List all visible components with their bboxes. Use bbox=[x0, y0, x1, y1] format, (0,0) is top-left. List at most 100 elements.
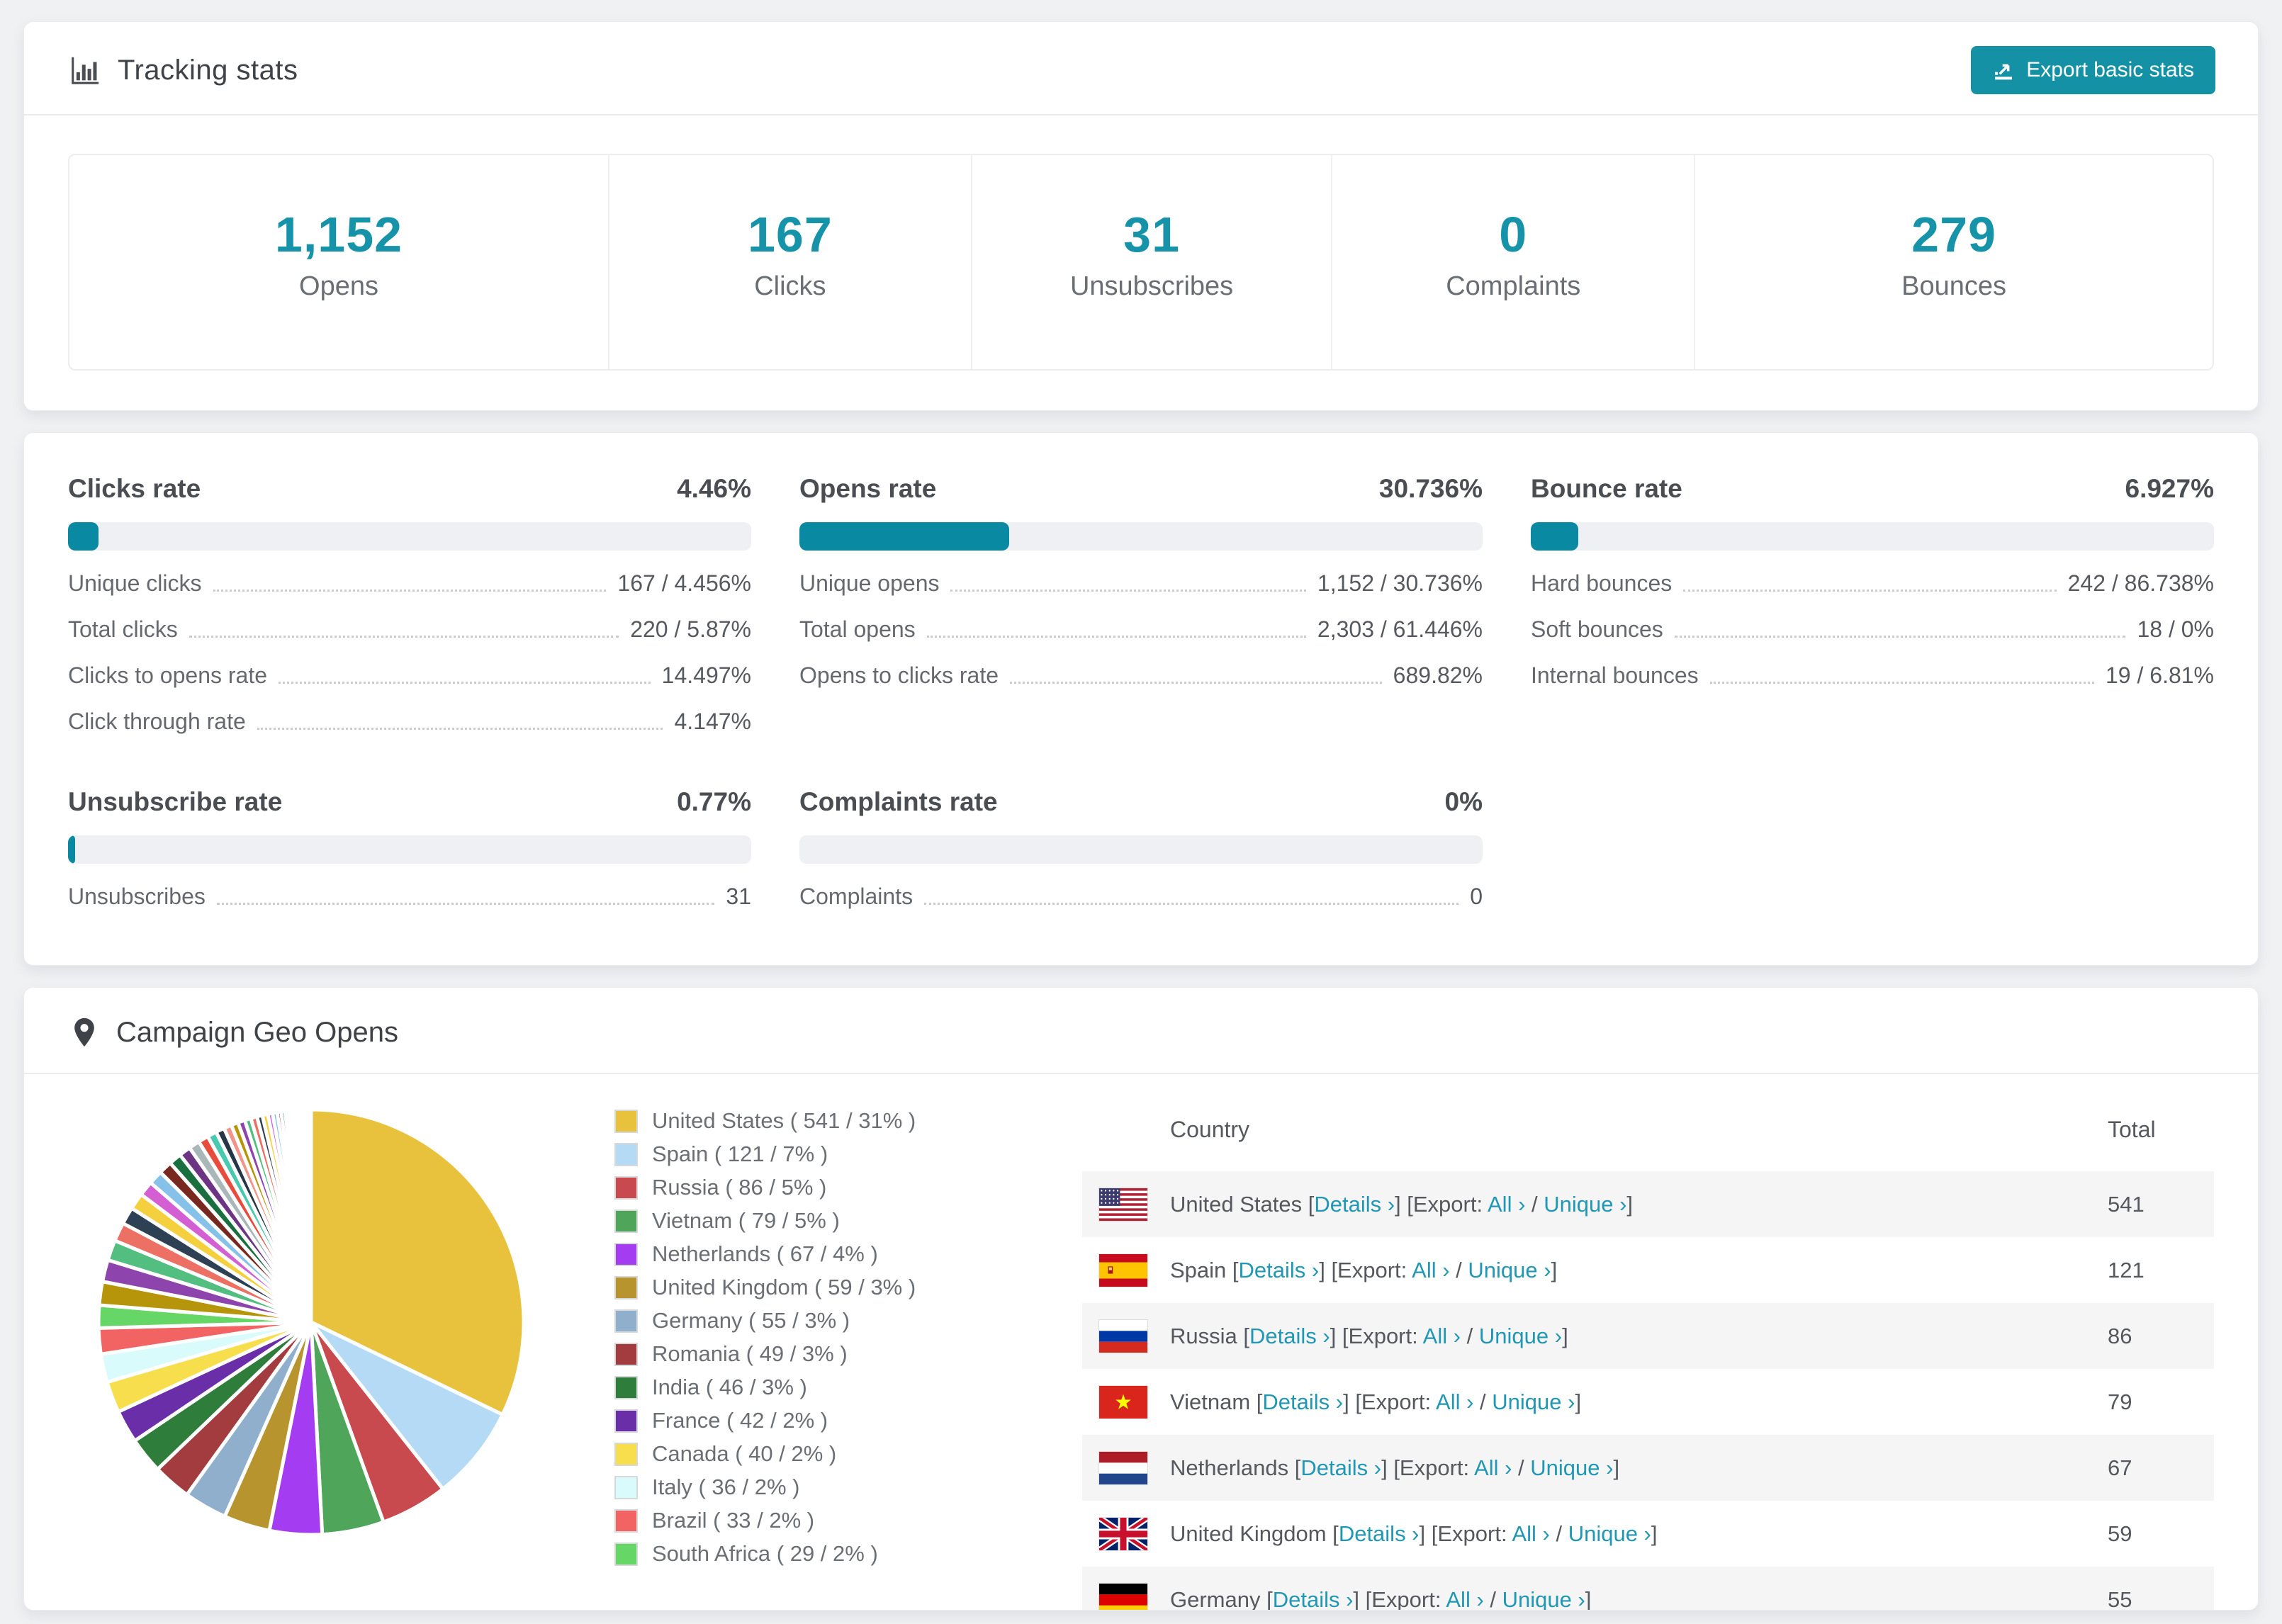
export-unique-link[interactable]: Unique › bbox=[1492, 1389, 1575, 1414]
legend-label: India ( 46 / 3% ) bbox=[652, 1375, 807, 1399]
export-unique-link[interactable]: Unique › bbox=[1530, 1455, 1614, 1480]
pie-legend: United States ( 541 / 31% ) Spain ( 121 /… bbox=[614, 1108, 1040, 1574]
country-cell: Spain [Details ›] [Export: All › / Uniqu… bbox=[1170, 1257, 1558, 1282]
details-link[interactable]: Details › bbox=[1249, 1323, 1330, 1348]
rate-title: Complaints rate bbox=[799, 787, 998, 816]
es-flag-icon bbox=[1099, 1253, 1147, 1287]
details-link[interactable]: Details › bbox=[1272, 1586, 1354, 1611]
rate-row: Opens to clicks rate 689.82% bbox=[799, 662, 1483, 689]
total-cell: 121 bbox=[2108, 1257, 2145, 1282]
legend-swatch bbox=[614, 1142, 638, 1166]
rate-row-value: 4.147% bbox=[674, 709, 751, 734]
legend-swatch bbox=[614, 1175, 638, 1200]
rate-row: Clicks to opens rate 14.497% bbox=[68, 662, 751, 689]
rate-row: Complaints 0 bbox=[799, 884, 1483, 910]
country-cell: Russia [Details ›] [Export: All › / Uniq… bbox=[1170, 1323, 1568, 1348]
export-all-link[interactable]: All › bbox=[1474, 1455, 1512, 1480]
rate-row-label: Unsubscribes bbox=[68, 884, 206, 909]
stat-value: 0 bbox=[1499, 206, 1528, 262]
rate-row-label: Click through rate bbox=[68, 709, 246, 734]
legend-label: Canada ( 40 / 2% ) bbox=[652, 1441, 837, 1466]
export-unique-link[interactable]: Unique › bbox=[1502, 1586, 1585, 1611]
rate-value: 6.927% bbox=[2125, 474, 2215, 503]
rate-row-value: 14.497% bbox=[661, 662, 751, 688]
country-cell: Netherlands [Details ›] [Export: All › /… bbox=[1170, 1455, 1620, 1480]
dotted-leader bbox=[1683, 590, 2057, 592]
total-cell: 55 bbox=[2108, 1586, 2132, 1611]
legend-item-russia: Russia ( 86 / 5% ) bbox=[614, 1175, 1040, 1200]
page-title: Tracking stats bbox=[118, 54, 298, 86]
total-cell: 67 bbox=[2108, 1455, 2132, 1480]
rate-row-label: Unique clicks bbox=[68, 570, 202, 596]
rate-row-label: Opens to clicks rate bbox=[799, 662, 999, 688]
details-link[interactable]: Details › bbox=[1300, 1455, 1382, 1480]
rate-block-unsubscribe-rate: Unsubscribe rate 0.77% Unsubscribes 31 bbox=[68, 787, 751, 910]
rate-row-label: Unique opens bbox=[799, 570, 940, 596]
rate-title: Opens rate bbox=[799, 474, 937, 503]
ru-flag-icon bbox=[1099, 1319, 1147, 1353]
legend-item-united-states: United States ( 541 / 31% ) bbox=[614, 1108, 1040, 1134]
export-unique-link[interactable]: Unique › bbox=[1468, 1257, 1551, 1282]
rate-row-value: 18 / 0% bbox=[2137, 616, 2214, 642]
tracking-stats-header: Tracking stats bbox=[68, 54, 298, 86]
details-link[interactable]: Details › bbox=[1338, 1521, 1420, 1546]
stat-cell-opens: 1,152 Opens bbox=[69, 155, 610, 369]
rate-value: 0% bbox=[1444, 787, 1483, 816]
legend-item-netherlands: Netherlands ( 67 / 4% ) bbox=[614, 1241, 1040, 1267]
details-link[interactable]: Details › bbox=[1314, 1191, 1395, 1217]
geo-table-row-nl: Netherlands [Details ›] [Export: All › /… bbox=[1082, 1435, 2214, 1501]
export-all-link[interactable]: All › bbox=[1422, 1323, 1461, 1348]
export-all-link[interactable]: All › bbox=[1488, 1191, 1526, 1217]
tracking-stats-card: Tracking stats Export basic stats 1,152 O… bbox=[23, 21, 2259, 411]
legend-label: Romania ( 49 / 3% ) bbox=[652, 1341, 848, 1366]
rate-progress-track bbox=[68, 522, 751, 551]
export-unique-link[interactable]: Unique › bbox=[1478, 1323, 1563, 1348]
legend-swatch bbox=[614, 1242, 638, 1266]
de-flag-icon bbox=[1099, 1583, 1147, 1610]
pie-slice-0 bbox=[309, 1107, 526, 1417]
stat-value: 279 bbox=[1911, 206, 1996, 262]
rate-row-value: 31 bbox=[726, 884, 751, 909]
export-all-link[interactable]: All › bbox=[1412, 1257, 1450, 1282]
header-total: Total bbox=[2108, 1117, 2156, 1142]
rate-row-value: 0 bbox=[1470, 884, 1483, 909]
rate-block-bounce-rate: Bounce rate 6.927% Hard bounces 242 / 86.73… bbox=[1531, 474, 2214, 735]
stat-label: Bounces bbox=[1901, 271, 2006, 301]
stat-cell-complaints: 0 Complaints bbox=[1332, 155, 1696, 369]
pie-slice-53 bbox=[308, 1107, 313, 1324]
export-basic-stats-button[interactable]: Export basic stats bbox=[1971, 46, 2215, 94]
export-icon bbox=[1995, 64, 2013, 80]
legend-swatch bbox=[614, 1275, 638, 1299]
geo-table-row-ru: Russia [Details ›] [Export: All › / Uniq… bbox=[1082, 1303, 2214, 1369]
legend-item-italy: Italy ( 36 / 2% ) bbox=[614, 1474, 1040, 1500]
details-link[interactable]: Details › bbox=[1238, 1257, 1320, 1282]
export-all-link[interactable]: All › bbox=[1436, 1389, 1474, 1414]
rate-row: Unique clicks 167 / 4.456% bbox=[68, 570, 751, 597]
header-country: Country bbox=[1170, 1117, 1250, 1142]
legend-label: Spain ( 121 / 7% ) bbox=[652, 1141, 828, 1166]
rate-title: Clicks rate bbox=[68, 474, 201, 503]
vn-flag-icon bbox=[1099, 1385, 1147, 1419]
dotted-leader bbox=[924, 903, 1459, 905]
export-unique-link[interactable]: Unique › bbox=[1544, 1191, 1627, 1217]
campaign-geo-opens-card: Campaign Geo Opens United States ( 541 /… bbox=[23, 987, 2259, 1611]
export-all-link[interactable]: All › bbox=[1446, 1586, 1484, 1611]
legend-swatch bbox=[614, 1109, 638, 1133]
rate-row: Total opens 2,303 / 61.446% bbox=[799, 616, 1483, 643]
export-unique-link[interactable]: Unique › bbox=[1568, 1521, 1651, 1546]
stat-value: 31 bbox=[1123, 206, 1181, 262]
rate-progress-track bbox=[799, 522, 1483, 551]
geo-table-row-us: United States [Details ›] [Export: All ›… bbox=[1082, 1171, 2214, 1237]
details-link[interactable]: Details › bbox=[1262, 1389, 1344, 1414]
rate-progress-track bbox=[68, 835, 751, 864]
legend-swatch bbox=[614, 1442, 638, 1466]
legend-swatch bbox=[614, 1542, 638, 1566]
rate-row: Unsubscribes 31 bbox=[68, 884, 751, 910]
stat-cell-unsubscribes: 31 Unsubscribes bbox=[972, 155, 1333, 369]
rate-progress-fill bbox=[68, 835, 75, 864]
rate-row-value: 167 / 4.456% bbox=[617, 570, 751, 596]
rate-block-clicks-rate: Clicks rate 4.46% Unique clicks 167 / 4.456… bbox=[68, 474, 751, 735]
export-all-link[interactable]: All › bbox=[1512, 1521, 1550, 1546]
legend-item-united-kingdom: United Kingdom ( 59 / 3% ) bbox=[614, 1275, 1040, 1300]
us-flag-icon bbox=[1099, 1188, 1147, 1221]
